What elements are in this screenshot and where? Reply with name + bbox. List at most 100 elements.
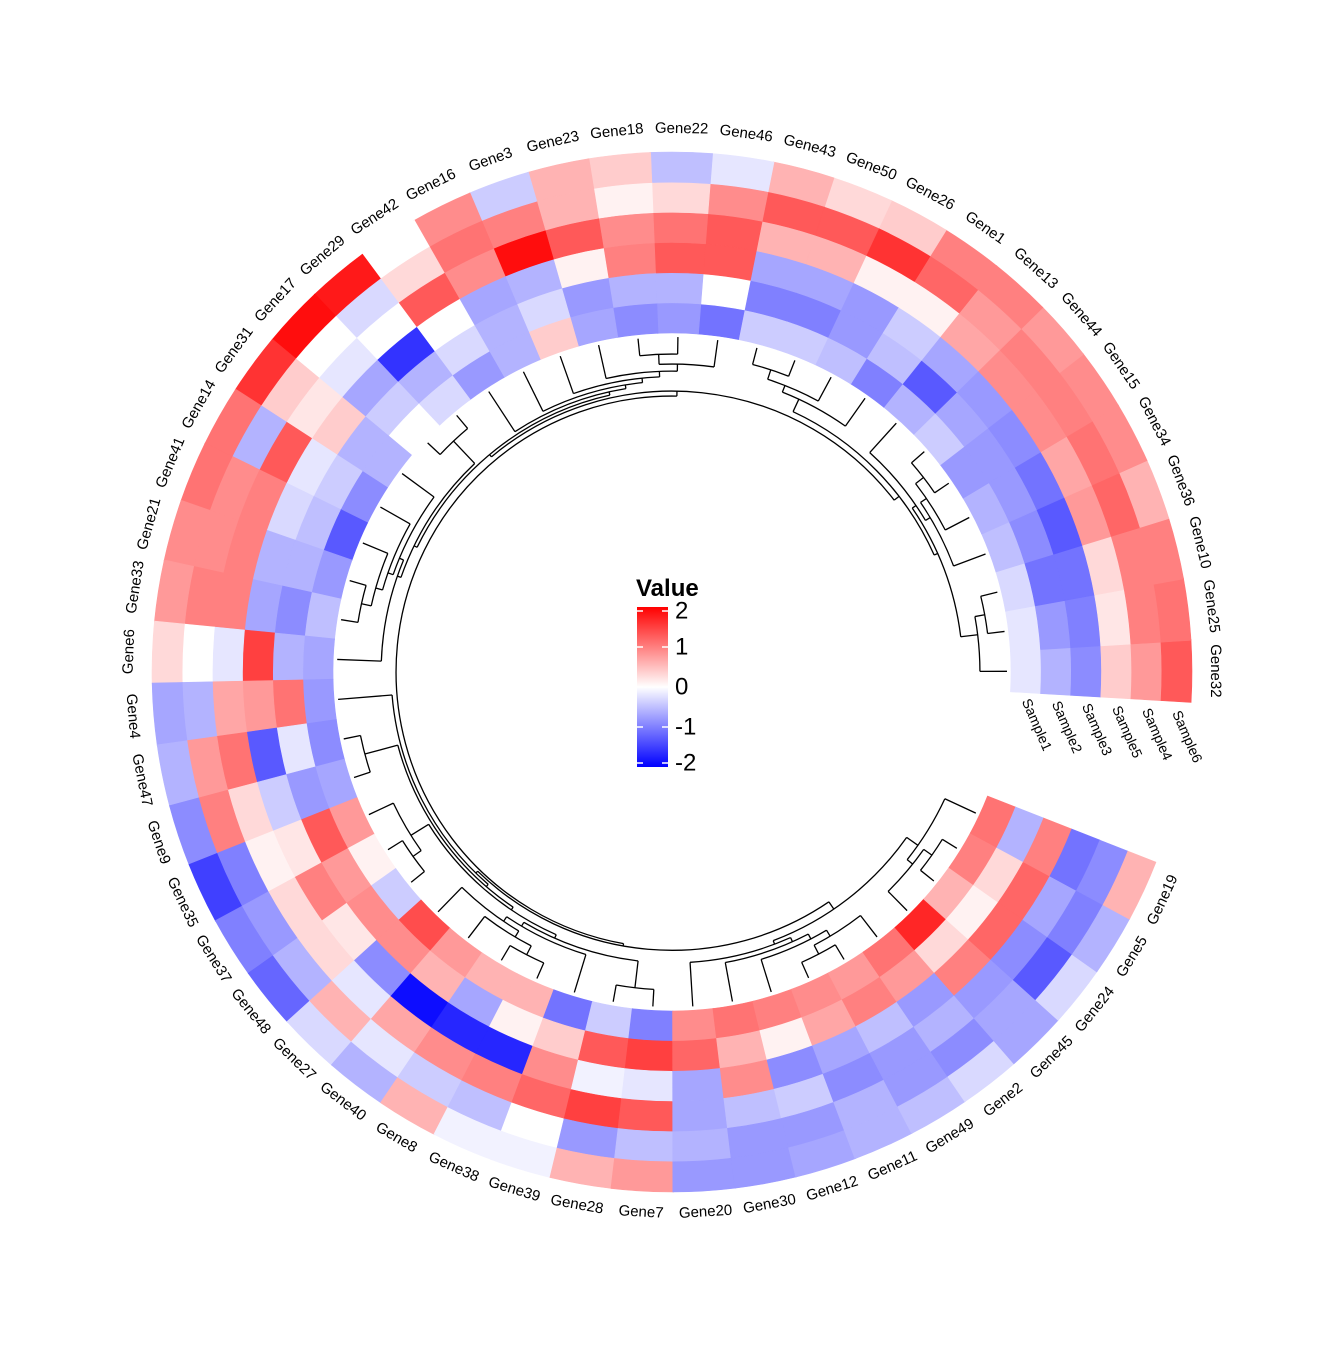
dendrogram-branch — [827, 930, 831, 936]
dendrogram-branch — [916, 484, 946, 530]
dendrogram-branch — [894, 496, 899, 500]
heatmap-cell — [1010, 649, 1041, 694]
gene-label: Gene19 — [1144, 872, 1182, 928]
dendrogram-branch — [907, 837, 918, 845]
heatmap-cells — [152, 152, 1192, 1192]
heatmap-cell — [598, 213, 655, 248]
heatmap-cell — [655, 273, 703, 304]
gene-label: Gene7 — [618, 1202, 664, 1222]
heatmap-cell — [182, 624, 214, 683]
heatmap-cell — [152, 621, 185, 684]
gene-label: Gene20 — [678, 1202, 732, 1222]
dendrogram-branch — [573, 377, 659, 394]
dendrogram-branch — [782, 386, 785, 393]
dendrogram-branch — [768, 379, 819, 401]
heatmap-cell — [618, 1099, 674, 1132]
dendrogram-branch — [768, 370, 771, 379]
dendrogram-branch — [485, 916, 531, 945]
gene-label: Gene28 — [549, 1191, 605, 1217]
dendrogram-branch — [560, 356, 573, 393]
gene-label: Gene4 — [123, 693, 144, 739]
dendrogram-branch — [350, 581, 366, 586]
dendrogram-branch — [341, 620, 358, 623]
dendrogram-branch — [945, 518, 969, 530]
dendrogram-branch — [935, 483, 949, 493]
dendrogram-branch — [337, 659, 381, 661]
dendrogram-branch — [907, 860, 913, 864]
legend-tick-label: 2 — [675, 598, 688, 625]
gene-label: Gene18 — [589, 120, 644, 142]
gene-label: Gene38 — [426, 1148, 482, 1185]
legend-tick-label: 0 — [675, 674, 688, 701]
heatmap-cell — [629, 1009, 674, 1042]
gene-label: Gene33 — [123, 559, 148, 614]
gene-label: Gene5 — [1113, 933, 1151, 980]
heatmap-cell — [1040, 647, 1071, 695]
heatmap-cell — [673, 1008, 718, 1041]
heatmap-cell — [673, 1158, 736, 1192]
dendrogram-branch — [954, 554, 986, 566]
heatmap-cell — [182, 682, 217, 742]
gene-label: Gene42 — [348, 195, 402, 238]
dendrogram-branch — [457, 415, 468, 428]
gene-label: Gene50 — [843, 149, 899, 184]
dendrogram-branch — [975, 615, 985, 617]
gene-label: Gene26 — [903, 174, 958, 214]
dendrogram-branch — [361, 604, 371, 606]
heatmap-cell — [243, 681, 277, 733]
heatmap-cell — [593, 183, 653, 219]
dendrogram-branch — [397, 576, 401, 577]
dendrogram-branch — [438, 887, 462, 911]
dendrogram-branch — [392, 695, 488, 884]
dendrogram-branch — [599, 345, 606, 378]
dendrogram-branch — [802, 962, 809, 978]
dendrogram-branch — [942, 839, 957, 848]
dendrogram-branch — [504, 917, 507, 922]
dendrogram-branch — [523, 372, 543, 412]
heatmap-cell — [622, 1069, 674, 1102]
dendrogram-branch — [818, 377, 831, 401]
gene-label: Gene1 — [962, 208, 1009, 248]
heatmap-cell — [603, 243, 656, 278]
sample-labels: Sample1Sample2Sample3Sample5Sample4Sampl… — [1019, 696, 1206, 765]
dendrogram-branch — [501, 946, 510, 961]
dendrogram-branch — [413, 851, 421, 857]
heatmap-cell — [608, 273, 657, 308]
dendrogram-branch — [659, 364, 714, 367]
gene-label: Gene21 — [134, 496, 165, 552]
heatmap-cell — [1101, 643, 1132, 699]
dendrogram-branch — [782, 392, 845, 426]
dendrogram-branch — [975, 617, 980, 672]
dendrogram-branch — [478, 871, 829, 950]
heatmap-cell — [273, 680, 307, 729]
gene-label: Gene41 — [152, 435, 188, 491]
dendrogram-branch — [402, 474, 434, 497]
gene-label: Gene3 — [467, 144, 515, 175]
dendrogram-branch — [921, 498, 927, 502]
dendrogram-branch — [453, 441, 474, 463]
dendrogram-branch — [396, 396, 677, 944]
gene-label: Gene43 — [782, 131, 838, 161]
dendrogram-branch — [428, 443, 440, 455]
heatmap-cell — [1071, 645, 1102, 697]
dendrogram-branch — [725, 934, 808, 962]
dendrogram-branch — [921, 502, 954, 566]
dendrogram-branch — [388, 573, 393, 575]
dendrogram-branch — [388, 841, 402, 850]
dendrogram-branch — [507, 917, 586, 955]
dendrogram-branch — [537, 963, 544, 979]
dendrogram-branch — [354, 772, 370, 777]
dendrogram-branch — [753, 348, 757, 365]
dendrogram-branch — [489, 392, 515, 432]
heatmap-cell — [243, 630, 275, 682]
heatmap-cell — [1131, 641, 1162, 700]
heatmap-cell — [1005, 605, 1040, 651]
dendrogram-branch — [981, 592, 998, 596]
color-legend: Value 210-1-2 — [636, 575, 699, 777]
gene-label: Gene35 — [164, 875, 202, 931]
heatmap-cell — [673, 1098, 729, 1131]
legend-tick-label: 1 — [675, 634, 688, 661]
heatmap-cell — [673, 1038, 721, 1071]
gene-label: Gene36 — [1163, 453, 1198, 509]
gene-label: Gene47 — [128, 752, 155, 808]
